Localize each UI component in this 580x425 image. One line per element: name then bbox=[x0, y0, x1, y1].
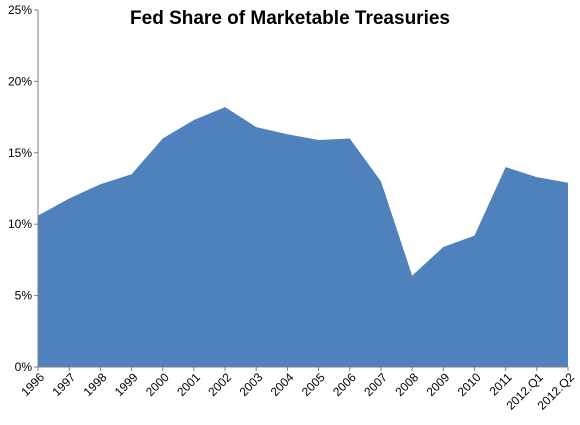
x-tick-label: 2011 bbox=[487, 370, 515, 398]
y-tick-label: 5% bbox=[15, 289, 33, 303]
x-tick-label: 2000 bbox=[143, 370, 172, 399]
x-tick-label: 1999 bbox=[112, 370, 141, 399]
x-tick-label: 2004 bbox=[268, 370, 297, 399]
x-tick-label: 1997 bbox=[49, 370, 78, 399]
y-tick-label: 10% bbox=[8, 217, 32, 231]
chart-title: Fed Share of Marketable Treasuries bbox=[130, 8, 450, 29]
x-tick-label: 2008 bbox=[392, 370, 421, 399]
area-series bbox=[38, 107, 568, 367]
x-tick-label: 2003 bbox=[237, 370, 266, 399]
x-tick-label: 2005 bbox=[299, 370, 328, 399]
x-tick-label: 1996 bbox=[18, 370, 47, 399]
x-tick-label: 2001 bbox=[174, 370, 203, 399]
y-tick-label: 0% bbox=[15, 360, 33, 374]
y-tick-label: 15% bbox=[8, 146, 32, 160]
y-tick-label: 25% bbox=[8, 3, 32, 17]
x-tick-label: 2009 bbox=[424, 370, 453, 399]
x-tick-label: 2007 bbox=[361, 370, 390, 399]
x-tick-label: 2002 bbox=[205, 370, 234, 399]
plot-area bbox=[38, 107, 568, 367]
x-tick-label: 1998 bbox=[81, 370, 110, 399]
x-tick-label: 2010 bbox=[455, 370, 484, 399]
y-tick-label: 20% bbox=[8, 74, 32, 88]
x-tick-label: 2006 bbox=[330, 370, 359, 399]
